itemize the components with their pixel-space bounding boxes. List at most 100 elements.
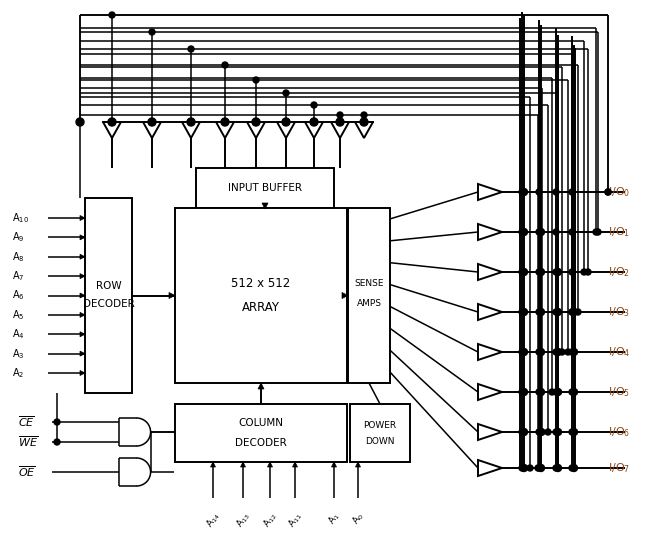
Polygon shape (80, 235, 85, 240)
Text: ROW: ROW (96, 281, 121, 291)
Text: A$_7$: A$_7$ (12, 269, 25, 283)
Circle shape (554, 348, 561, 356)
Polygon shape (169, 292, 175, 298)
Circle shape (521, 389, 528, 395)
Bar (196, 168, 334, 208)
Polygon shape (293, 462, 298, 467)
Polygon shape (262, 203, 268, 209)
Polygon shape (478, 424, 502, 440)
Circle shape (537, 464, 545, 472)
Circle shape (361, 112, 367, 118)
Circle shape (76, 118, 84, 126)
Circle shape (221, 118, 229, 126)
Circle shape (570, 309, 578, 315)
Text: $\overline{CE}$: $\overline{CE}$ (18, 415, 35, 430)
Circle shape (336, 118, 344, 126)
Text: I/O$_4$: I/O$_4$ (607, 345, 630, 359)
Text: A$_4$: A$_4$ (12, 328, 25, 341)
Circle shape (521, 348, 528, 356)
Text: POWER: POWER (364, 421, 397, 430)
Circle shape (537, 348, 545, 356)
Polygon shape (478, 344, 502, 360)
Polygon shape (331, 462, 337, 467)
Circle shape (148, 118, 156, 126)
Circle shape (536, 465, 542, 471)
Polygon shape (143, 122, 161, 138)
Polygon shape (80, 274, 85, 279)
Circle shape (188, 46, 194, 52)
Circle shape (521, 189, 528, 195)
Circle shape (569, 269, 575, 275)
Circle shape (521, 464, 528, 472)
Circle shape (553, 269, 559, 275)
Circle shape (565, 349, 571, 355)
Polygon shape (478, 264, 502, 280)
Circle shape (252, 118, 260, 126)
Circle shape (605, 189, 611, 195)
Polygon shape (478, 224, 502, 240)
Circle shape (605, 189, 611, 195)
Circle shape (569, 349, 575, 355)
Text: A$_8$: A$_8$ (12, 250, 25, 264)
Circle shape (536, 269, 542, 275)
Circle shape (537, 389, 545, 395)
Circle shape (570, 428, 578, 436)
Bar (348, 208, 390, 383)
Circle shape (187, 118, 195, 126)
Polygon shape (103, 122, 121, 138)
Text: SENSE: SENSE (354, 279, 384, 288)
Polygon shape (80, 351, 85, 356)
Text: I/O$_1$: I/O$_1$ (608, 225, 630, 239)
Circle shape (519, 429, 525, 435)
Text: A$_{13}$: A$_{13}$ (233, 510, 253, 530)
Circle shape (519, 229, 525, 235)
Text: A$_{14}$: A$_{14}$ (203, 510, 223, 530)
Text: $\overline{WE}$: $\overline{WE}$ (18, 435, 38, 449)
Circle shape (553, 429, 559, 435)
Circle shape (537, 309, 545, 315)
Circle shape (559, 349, 565, 355)
Polygon shape (80, 293, 85, 298)
Circle shape (519, 349, 525, 355)
Circle shape (536, 389, 542, 395)
Text: A$_3$: A$_3$ (12, 347, 25, 361)
Text: DOWN: DOWN (365, 436, 395, 446)
Polygon shape (342, 292, 348, 298)
Bar (85, 198, 132, 393)
Circle shape (521, 228, 528, 236)
Circle shape (149, 29, 155, 35)
Polygon shape (478, 460, 502, 476)
Circle shape (539, 429, 545, 435)
Bar (350, 404, 410, 462)
Circle shape (569, 465, 575, 471)
Polygon shape (355, 462, 360, 467)
Circle shape (536, 429, 542, 435)
Text: A$_{12}$: A$_{12}$ (260, 510, 280, 530)
Circle shape (535, 465, 541, 471)
Circle shape (337, 112, 343, 118)
Text: A$_2$: A$_2$ (12, 366, 25, 380)
Circle shape (108, 118, 116, 126)
Polygon shape (240, 462, 245, 467)
Polygon shape (80, 254, 85, 259)
Polygon shape (267, 462, 273, 467)
Text: A$_1$: A$_1$ (326, 510, 342, 527)
Text: COLUMN: COLUMN (238, 418, 284, 428)
Polygon shape (355, 122, 373, 138)
Circle shape (569, 309, 575, 315)
Text: I/O$_5$: I/O$_5$ (608, 385, 630, 399)
Bar (175, 404, 347, 462)
Circle shape (570, 464, 578, 472)
Circle shape (569, 229, 575, 235)
Text: ARRAY: ARRAY (242, 301, 280, 314)
Circle shape (569, 189, 575, 195)
Circle shape (549, 389, 555, 395)
Circle shape (536, 229, 542, 235)
Text: I/O$_3$: I/O$_3$ (608, 305, 630, 319)
Text: A$_5$: A$_5$ (12, 308, 25, 322)
Circle shape (553, 389, 559, 395)
Circle shape (109, 12, 115, 18)
Circle shape (310, 118, 318, 126)
Circle shape (519, 189, 525, 195)
Text: DECODER: DECODER (235, 438, 287, 448)
